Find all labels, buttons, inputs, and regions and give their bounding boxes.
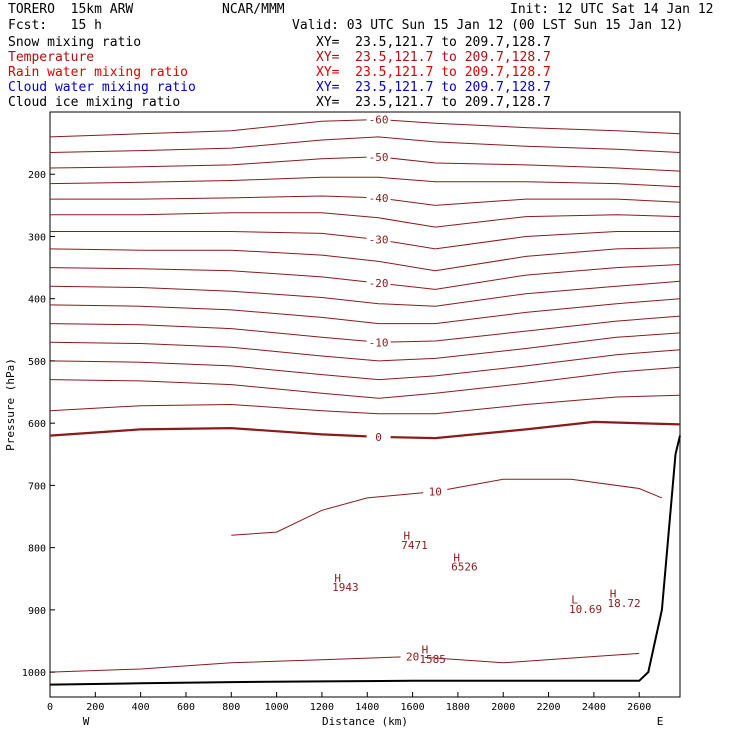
field-temperature-xy: XY= 23.5,121.7 to 209.7,128.7 <box>316 50 551 65</box>
temperature-contour-8 <box>49 264 681 290</box>
x-axis-label: Distance (km) <box>322 715 408 728</box>
y-tick-label-1: 300 <box>28 232 46 243</box>
terrain-line <box>49 435 681 686</box>
annotation-6: H <box>453 551 460 564</box>
field-temperature-name: Temperature <box>8 50 95 65</box>
temperature-contour-3 <box>49 176 681 188</box>
model-title: TORERO 15km ARW <box>8 2 134 17</box>
field-cloudice-name: Cloud ice mixing ratio <box>8 95 181 110</box>
contour-label-bg-11 <box>366 336 391 349</box>
x-tick-label-10: 2000 <box>491 702 515 713</box>
annotation-5: 7471 <box>401 539 428 552</box>
forecast-hour: Fcst: 15 h <box>8 18 102 33</box>
annotation-9: 1943 <box>332 581 359 594</box>
x-tick-label-12: 2400 <box>582 702 606 713</box>
annotation-1: 10.69 <box>569 603 602 616</box>
temperature-contour-16 <box>49 394 681 415</box>
contour-label-6: -30 <box>369 234 389 247</box>
annotation-7: 6526 <box>451 561 478 574</box>
temperature-contour-10 <box>49 298 681 325</box>
init-time: Init: 12 UTC Sat 14 Jan 12 <box>510 2 714 17</box>
field-snow-xy: XY= 23.5,121.7 to 209.7,128.7 <box>316 35 551 50</box>
annotation-3: 18.72 <box>607 597 640 610</box>
temperature-contour-12 <box>49 332 681 362</box>
temperature-contour-6 <box>50 231 680 250</box>
contour-label-bg-2 <box>366 150 391 163</box>
annotation-8: H <box>334 572 341 585</box>
temperature-contour-4 <box>50 195 681 206</box>
annotation-10: H <box>422 643 429 656</box>
field-rain-name: Rain water mixing ratio <box>8 65 189 80</box>
temperature-contour-9 <box>49 280 681 307</box>
contour-label-bg-4 <box>366 191 391 204</box>
contour-label-4: -40 <box>369 192 389 205</box>
y-axis-label: Pressure (hPa) <box>4 358 17 451</box>
field-rain-xy: XY= 23.5,121.7 to 209.7,128.7 <box>316 65 551 80</box>
y-tick-label-6: 800 <box>28 544 46 555</box>
temperature-contour-2 <box>49 156 681 172</box>
contour-label-bg-17 <box>423 485 448 498</box>
contour-label-17: 10 <box>429 486 442 499</box>
x-tick-label-2: 400 <box>132 702 150 713</box>
field-cloudice-xy: XY= 23.5,121.7 to 209.7,128.7 <box>316 95 551 110</box>
x-tick-label-1: 200 <box>86 702 104 713</box>
annotation-4: H <box>404 530 411 543</box>
y-tick-label-0: 200 <box>28 170 46 181</box>
east-label: E <box>657 715 664 728</box>
plot-frame <box>49 111 681 698</box>
annotation-0: L <box>571 594 578 607</box>
field-snow-name: Snow mixing ratio <box>8 35 142 50</box>
contour-label-11: -10 <box>369 336 389 349</box>
temperature-contour-14 <box>49 366 681 399</box>
temperature-contour-11 <box>49 315 681 343</box>
x-tick-label-11: 2200 <box>537 702 561 713</box>
y-tick-label-3: 500 <box>28 357 46 368</box>
field-cloudwater-xy: XY= 23.5,121.7 to 209.7,128.7 <box>316 80 551 95</box>
temperature-contour-1 <box>49 136 681 153</box>
valid-time: Valid: 03 UTC Sun 15 Jan 12 (00 LST Sun … <box>292 18 684 33</box>
y-tick-label-8: 1000 <box>22 668 46 679</box>
temperature-contour-18 <box>49 652 640 673</box>
temperature-contour-0 <box>49 118 681 138</box>
contour-label-2: -50 <box>369 151 389 164</box>
contour-label-18: 20 <box>406 651 419 664</box>
contour-label-bg-0 <box>366 113 391 126</box>
x-tick-label-3: 600 <box>177 702 195 713</box>
x-tick-label-13: 2600 <box>627 702 651 713</box>
temperature-contour-5 <box>50 212 681 228</box>
x-tick-label-8: 1600 <box>401 702 425 713</box>
x-tick-label-5: 1000 <box>265 702 289 713</box>
x-tick-label-7: 1400 <box>355 702 379 713</box>
temperature-contour-13 <box>49 349 681 381</box>
temperature-contour-7 <box>49 247 681 272</box>
contour-label-15: 0 <box>375 431 382 444</box>
annotation-2: H <box>610 587 617 600</box>
contour-label-bg-8 <box>366 277 391 290</box>
contour-label-0: -60 <box>369 113 389 126</box>
org-label: NCAR/MMM <box>222 2 285 17</box>
temperature-contour-15 <box>49 420 681 440</box>
y-tick-label-5: 700 <box>28 481 46 492</box>
y-tick-label-2: 400 <box>28 295 46 306</box>
contour-label-bg-15 <box>366 430 391 443</box>
y-tick-label-7: 900 <box>28 606 46 617</box>
x-tick-label-0: 0 <box>47 702 53 713</box>
field-cloudwater-name: Cloud water mixing ratio <box>8 80 196 95</box>
annotation-11: 1585 <box>419 653 446 666</box>
x-tick-label-6: 1200 <box>310 702 334 713</box>
contour-label-bg-18 <box>400 650 425 663</box>
x-tick-label-4: 800 <box>222 702 240 713</box>
contour-label-bg-6 <box>366 233 391 246</box>
contour-label-8: -20 <box>369 277 389 290</box>
y-tick-label-4: 600 <box>28 419 46 430</box>
x-tick-label-9: 1800 <box>446 702 470 713</box>
west-label: W <box>83 715 90 728</box>
